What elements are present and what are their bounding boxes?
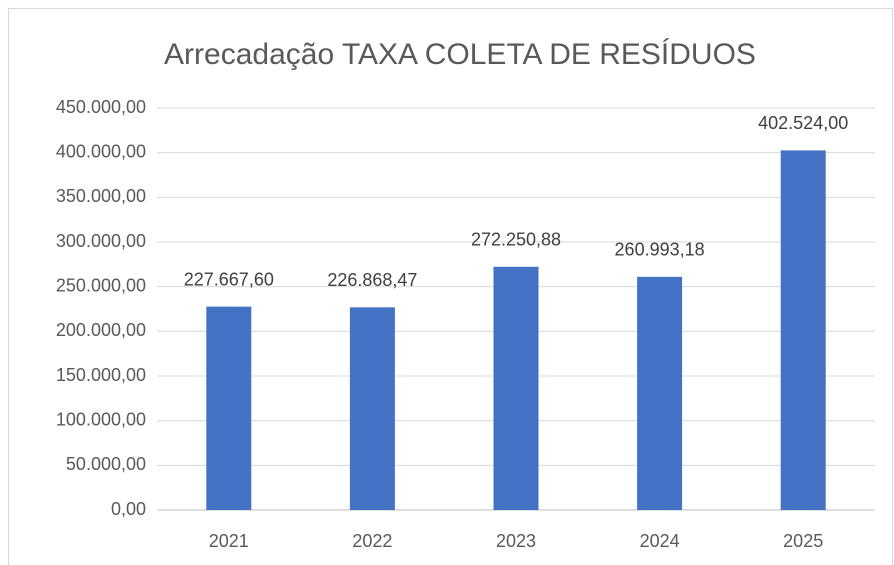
data-label: 272.250,88 — [471, 230, 561, 250]
x-tick-label: 2022 — [352, 531, 392, 551]
bar — [493, 266, 539, 510]
y-tick-label: 200.000,00 — [56, 320, 146, 340]
y-tick-label: 450.000,00 — [56, 97, 146, 117]
chart-title: Arrecadação TAXA COLETA DE RESÍDUOS — [164, 38, 756, 71]
y-tick-label: 100.000,00 — [56, 409, 146, 429]
y-tick-label: 400.000,00 — [56, 141, 146, 161]
x-tick-label: 2023 — [496, 531, 536, 551]
y-tick-label: 0,00 — [111, 499, 146, 519]
y-tick-label: 150.000,00 — [56, 365, 146, 385]
x-tick-label: 2021 — [209, 531, 249, 551]
bar — [637, 276, 683, 510]
bar — [780, 150, 826, 510]
bar — [349, 307, 395, 510]
y-tick-label: 300.000,00 — [56, 231, 146, 251]
y-tick-label: 250.000,00 — [56, 275, 146, 295]
data-label: 402.524,00 — [758, 113, 848, 133]
data-label: 227.667,60 — [184, 269, 274, 289]
data-label: 260.993,18 — [615, 240, 705, 260]
y-tick-label: 350.000,00 — [56, 186, 146, 206]
bar — [206, 306, 252, 510]
x-tick-label: 2024 — [640, 531, 680, 551]
x-tick-label: 2025 — [783, 531, 823, 551]
data-label: 226.868,47 — [327, 270, 417, 290]
y-tick-label: 50.000,00 — [66, 454, 146, 474]
